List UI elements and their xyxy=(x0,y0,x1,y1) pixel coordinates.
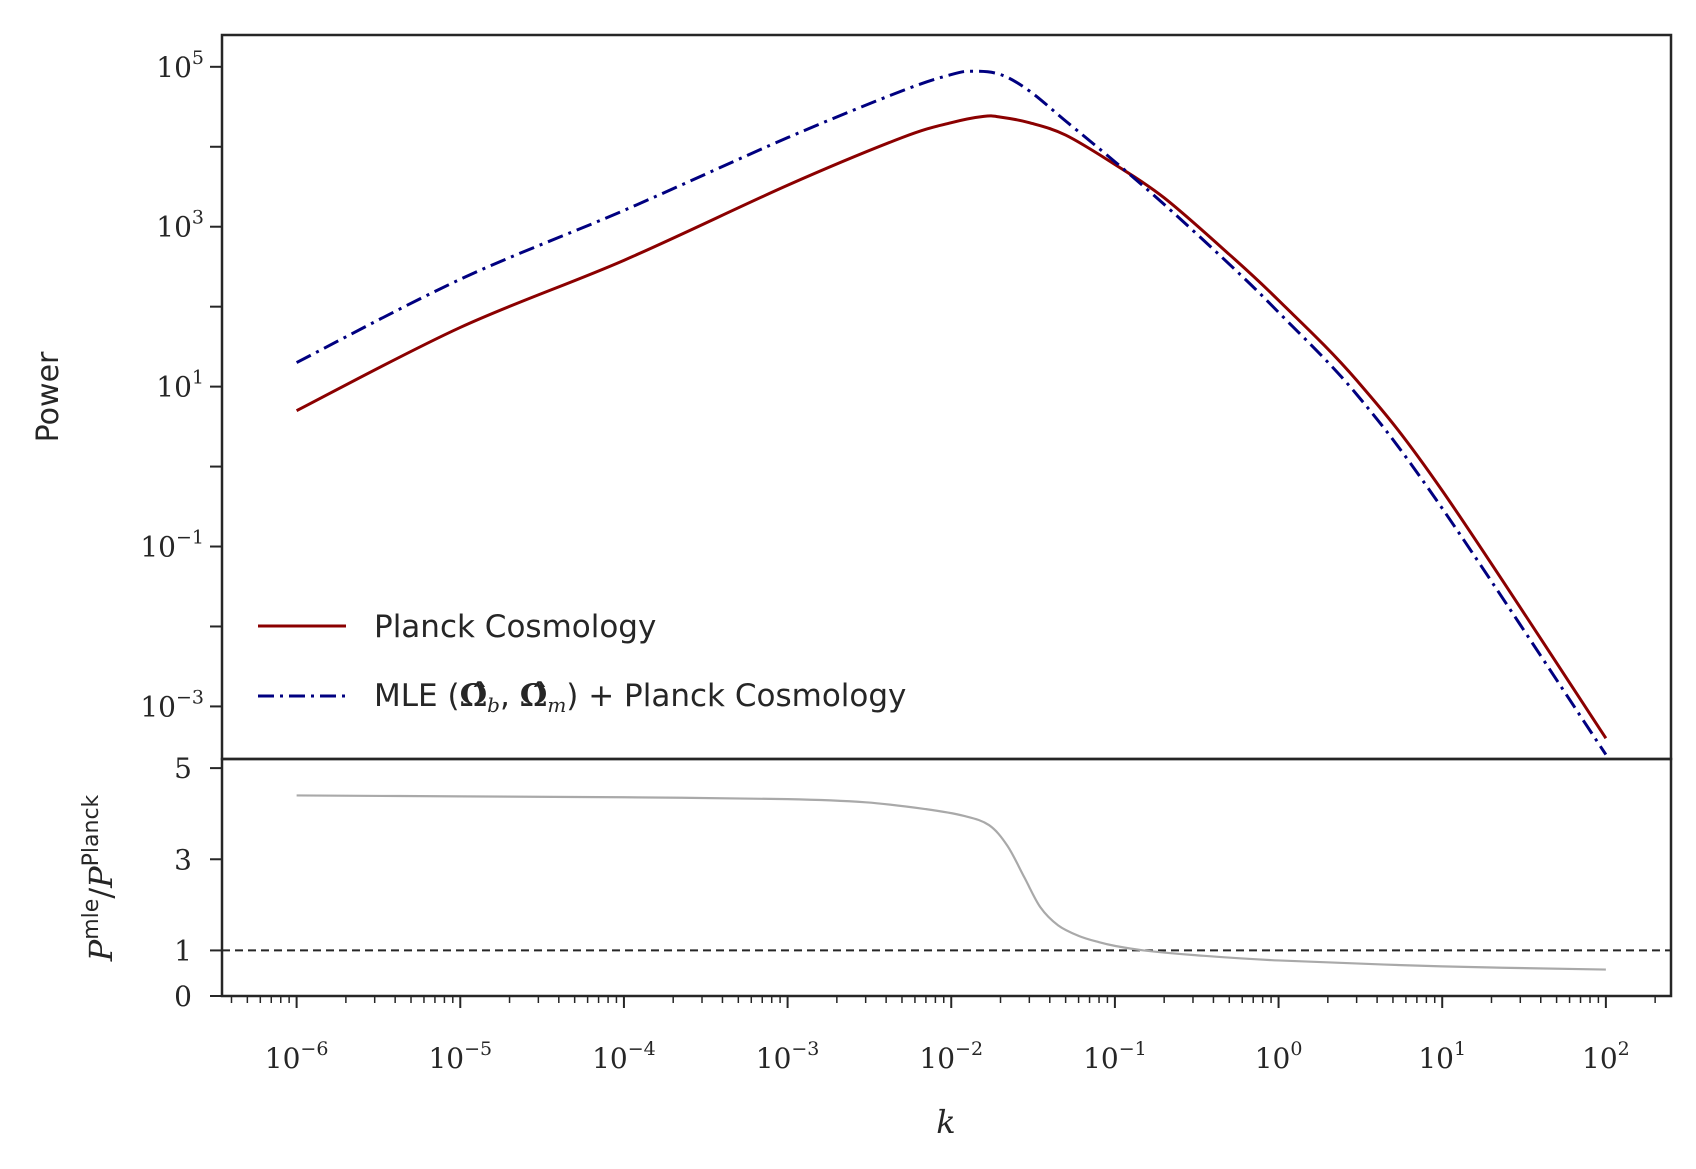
ratio-line xyxy=(296,794,1606,971)
ratio-y-tick-label: 0 xyxy=(174,980,192,1013)
series-line-mle xyxy=(295,69,1608,756)
y-tick-label: 103 xyxy=(156,207,204,244)
y-tick-label: 10−1 xyxy=(140,527,204,564)
series-line-planck xyxy=(295,114,1608,740)
x-tick-label: 10−3 xyxy=(756,1038,820,1075)
ratio-y-tick-label: 1 xyxy=(174,934,192,967)
ratio-frame xyxy=(220,757,1673,998)
x-tick-label: 102 xyxy=(1582,1038,1630,1075)
y-axis-label: Power xyxy=(31,351,66,442)
x-tick-label: 10−2 xyxy=(919,1038,983,1075)
x-tick-label: 10−5 xyxy=(428,1038,492,1075)
x-tick-label: 10−1 xyxy=(1083,1038,1147,1075)
main-frame xyxy=(220,33,1673,761)
x-tick-label: 101 xyxy=(1418,1038,1466,1075)
x-tick-label: 10−4 xyxy=(592,1038,656,1075)
ratio-y-tick-label: 3 xyxy=(174,843,192,876)
legend: Planck Cosmology MLE (Ω̂b, Ω̂m) + Planck… xyxy=(258,609,906,717)
y-tick-label: 105 xyxy=(156,47,204,84)
ratio-panel: 0 1 3 5 10−6 10−5 10−4 10−3 10−2 10−1 100 101 102 P… xyxy=(79,752,1673,1141)
x-tick-label: 100 xyxy=(1255,1038,1303,1075)
y-tick-label: 10−3 xyxy=(140,686,204,723)
ratio-y-tick-label: 5 xyxy=(174,752,192,785)
legend-label-planck: Planck Cosmology xyxy=(374,609,656,645)
x-axis-label: k xyxy=(936,1103,955,1141)
ratio-y-axis-label: Pmle/PPlanck xyxy=(79,794,120,962)
y-tick-label: 101 xyxy=(156,367,204,404)
main-panel: 10−3 10−1 101 103 105 Power Planck Cosmology… xyxy=(31,33,1673,761)
x-tick-label: 10−6 xyxy=(265,1038,329,1075)
legend-label-mle: MLE (Ω̂b, Ω̂m) + Planck Cosmology xyxy=(374,678,906,717)
